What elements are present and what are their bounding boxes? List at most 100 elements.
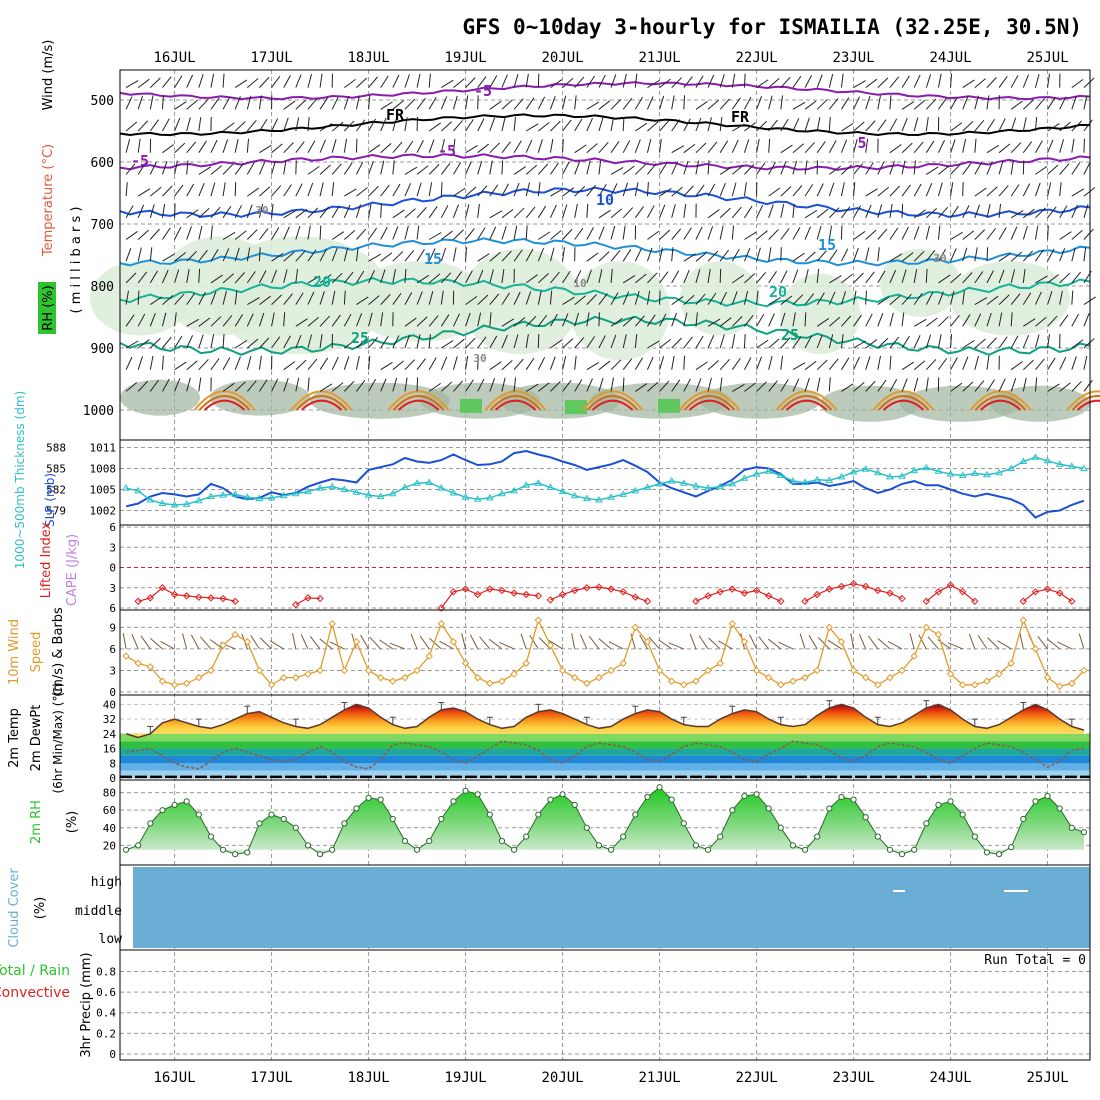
- surface-temp-contour: [295, 395, 348, 411]
- wind-barb: [986, 161, 993, 175]
- date-label-top: 17JUL: [250, 50, 292, 66]
- rh2m-tick-label: 80: [103, 787, 116, 800]
- wind10-barb: [799, 633, 806, 650]
- wind-barb: [780, 161, 787, 175]
- wind-barb: [501, 318, 515, 327]
- wind-barb: [998, 75, 1008, 88]
- wind-barb: [647, 121, 659, 132]
- wind-barb: [428, 96, 437, 110]
- wind-barb: [1047, 291, 1053, 305]
- pressure-tick-label: 500: [91, 94, 114, 109]
- wind10-point: [134, 659, 142, 667]
- wind10-barb: [369, 636, 382, 650]
- thickness-point: [158, 499, 167, 506]
- wind-barb: [622, 291, 630, 305]
- wind-barb: [986, 379, 995, 392]
- wind-barb: [489, 184, 499, 197]
- wind-barb: [1010, 269, 1016, 284]
- wind-barb: [865, 229, 877, 240]
- surface-temp-contour: [591, 399, 634, 411]
- wind-barb: [137, 271, 148, 284]
- wind-barb: [453, 78, 465, 88]
- wind-barb: [162, 378, 170, 392]
- wind-barb: [465, 119, 474, 132]
- thickness-point: [219, 491, 227, 498]
- li-point: [158, 584, 167, 592]
- wind-barb: [1047, 97, 1056, 110]
- wind10-barb: [1078, 633, 1085, 650]
- wind-barb: [877, 296, 890, 306]
- slp-ylabel: SLP (mb): [43, 473, 57, 527]
- rh2m-point: [995, 851, 1003, 858]
- wind-barb: [598, 183, 607, 197]
- wind10-barb: [200, 636, 212, 650]
- wind-barb: [344, 339, 356, 349]
- wind-barb: [780, 186, 792, 197]
- thickness-point: [1007, 464, 1016, 471]
- wind-barb: [477, 227, 486, 240]
- rh2m-point: [1044, 792, 1051, 800]
- wind10-point: [546, 641, 555, 650]
- wind-barb: [986, 118, 995, 132]
- rh-green-patch: [565, 400, 587, 415]
- li-tick-label: 3: [109, 541, 116, 554]
- wind-barb: [659, 95, 665, 110]
- wind-barb: [210, 206, 221, 219]
- wind-barb: [125, 356, 133, 370]
- surface-temp-contour: [586, 395, 639, 411]
- wind10-barb: [1057, 641, 1073, 650]
- wind-barb: [283, 117, 289, 132]
- wind-barb: [125, 80, 139, 89]
- wind-barb: [295, 268, 299, 283]
- wind-barb: [246, 313, 254, 327]
- wind-barb: [404, 140, 414, 153]
- wind-barb: [1035, 165, 1048, 175]
- wind-barb: [137, 162, 147, 175]
- wind-barb: [610, 208, 623, 219]
- rh2m-point: [607, 846, 615, 853]
- wind-barb: [865, 204, 872, 218]
- wind-barb: [307, 249, 317, 262]
- wind10-point: [1019, 616, 1028, 624]
- wind-barb: [683, 118, 691, 132]
- wind-barb: [161, 160, 168, 175]
- wind-barb: [598, 269, 603, 284]
- rh2m-point: [183, 798, 190, 805]
- thickness-point: [934, 467, 943, 474]
- wind-barb: [768, 247, 772, 262]
- wind-barb: [756, 96, 763, 110]
- wind-barb: [319, 315, 330, 327]
- wind-barb: [816, 208, 829, 219]
- wind-barb: [1022, 117, 1027, 132]
- wind-barb: [1059, 163, 1070, 175]
- wind10-barb: [668, 642, 684, 650]
- rh2m-point: [1056, 805, 1063, 812]
- wind-barb: [610, 377, 614, 392]
- rh-shading-dark: [500, 382, 620, 419]
- wind-barb: [198, 359, 209, 371]
- wind-barb: [913, 292, 923, 305]
- wind10-barb: [140, 635, 151, 650]
- wind-barb: [319, 164, 331, 175]
- temp2m-ylabel-1: 2m Temp: [7, 708, 22, 768]
- wind-barb: [1010, 293, 1021, 305]
- wind10-point: [777, 681, 785, 689]
- wind-barb: [356, 77, 368, 88]
- wind-barb: [525, 225, 528, 240]
- wind-barb: [828, 377, 831, 392]
- slp-line: [125, 449, 1085, 519]
- surface-temp-contour: [688, 399, 731, 411]
- wind-barb: [416, 316, 428, 327]
- wind-barb: [137, 313, 146, 327]
- wind10-point: [1080, 666, 1088, 675]
- wind10-point: [631, 623, 640, 632]
- wind-barb: [1010, 210, 1024, 219]
- wind-barb: [816, 268, 820, 283]
- wind-barb: [501, 359, 513, 371]
- wind-barb: [913, 141, 924, 154]
- wind-barb: [198, 249, 208, 262]
- rh-legend-swatch: [38, 282, 56, 334]
- wind-barb: [477, 203, 480, 218]
- wind-barb: [307, 291, 315, 305]
